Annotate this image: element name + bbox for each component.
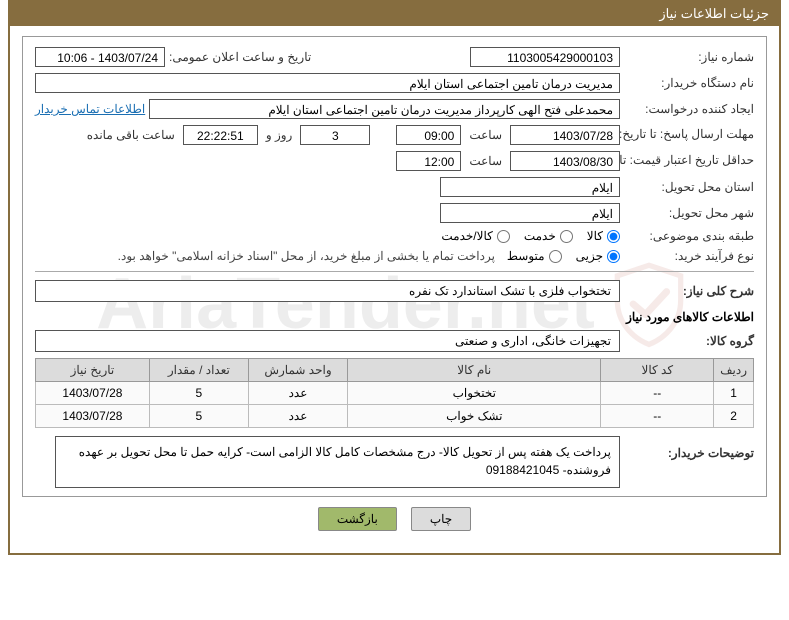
field-announce-dt: 1403/07/24 - 10:06 bbox=[35, 47, 165, 67]
table-header: واحد شمارش bbox=[248, 359, 347, 382]
table-header: تعداد / مقدار bbox=[149, 359, 248, 382]
field-countdown: 22:22:51 bbox=[183, 125, 258, 145]
table-cell: 5 bbox=[149, 405, 248, 428]
table-cell: 2 bbox=[714, 405, 754, 428]
label-time-remaining: ساعت باقی مانده bbox=[83, 128, 179, 142]
button-row: چاپ بازگشت bbox=[22, 497, 767, 543]
radio-proc-0[interactable]: جزیی bbox=[576, 249, 620, 263]
table-row: 2--تشک خوابعدد51403/07/28 bbox=[36, 405, 754, 428]
table-cell: عدد bbox=[248, 405, 347, 428]
label-topic-class: طبقه بندی موضوعی: bbox=[624, 229, 754, 243]
label-day-and: روز و bbox=[262, 128, 297, 142]
label-need-no: شماره نیاز: bbox=[624, 50, 754, 64]
link-buyer-contact[interactable]: اطلاعات تماس خریدار bbox=[35, 102, 145, 116]
table-cell: -- bbox=[601, 382, 714, 405]
main-panel: جزئیات اطلاعات نیاز شماره نیاز: 11030054… bbox=[8, 0, 781, 555]
section-title-goods: اطلاعات کالاهای مورد نیاز bbox=[35, 310, 754, 324]
table-cell: -- bbox=[601, 405, 714, 428]
table-cell: تشک خواب bbox=[348, 405, 601, 428]
field-province: ایلام bbox=[440, 177, 620, 197]
label-purchase-process: نوع فرآیند خرید: bbox=[624, 249, 754, 263]
radio-proc-1[interactable]: متوسط bbox=[507, 249, 562, 263]
label-buyer-org: نام دستگاه خریدار: bbox=[624, 76, 754, 90]
divider-1 bbox=[35, 271, 754, 272]
content-area: شماره نیاز: 1103005429000103 تاریخ و ساع… bbox=[10, 26, 779, 553]
process-note: پرداخت تمام یا بخشی از مبلغ خرید، از محل… bbox=[118, 249, 495, 263]
table-cell: 1403/07/28 bbox=[36, 382, 150, 405]
field-buyer-org: مدیریت درمان تامین اجتماعی استان ایلام bbox=[35, 73, 620, 93]
field-resp-time: 09:00 bbox=[396, 125, 461, 145]
label-city: شهر محل تحویل: bbox=[624, 206, 754, 220]
label-quote-min: حداقل تاریخ اعتبار قیمت: تا تاریخ: bbox=[624, 153, 754, 169]
field-requester: محمدعلی فتح الهی کارپرداز مدیریت درمان ت… bbox=[149, 99, 620, 119]
table-cell: عدد bbox=[248, 382, 347, 405]
table-header: نام کالا bbox=[348, 359, 601, 382]
items-table: ردیفکد کالانام کالاواحد شمارشتعداد / مقد… bbox=[35, 358, 754, 428]
table-cell: 5 bbox=[149, 382, 248, 405]
radio-topic-0[interactable]: کالا bbox=[587, 229, 620, 243]
field-quote-date: 1403/08/30 bbox=[510, 151, 620, 171]
panel-title: جزئیات اطلاعات نیاز bbox=[659, 6, 769, 21]
label-general-desc: شرح کلی نیاز: bbox=[624, 284, 754, 298]
label-resp-deadline: مهلت ارسال پاسخ: تا تاریخ: bbox=[624, 127, 754, 143]
label-announce-dt: تاریخ و ساعت اعلان عمومی: bbox=[169, 50, 311, 64]
label-province: استان محل تحویل: bbox=[624, 180, 754, 194]
details-box: شماره نیاز: 1103005429000103 تاریخ و ساع… bbox=[22, 36, 767, 497]
table-cell: 1 bbox=[714, 382, 754, 405]
panel-header: جزئیات اطلاعات نیاز bbox=[10, 2, 779, 26]
radio-topic-1[interactable]: خدمت bbox=[524, 229, 573, 243]
table-row: 1--تختخوابعدد51403/07/28 bbox=[36, 382, 754, 405]
field-days-remaining: 3 bbox=[300, 125, 370, 145]
field-quote-time: 12:00 bbox=[396, 151, 461, 171]
label-hour-2: ساعت bbox=[465, 154, 506, 168]
field-need-no: 1103005429000103 bbox=[470, 47, 620, 67]
table-header: تاریخ نیاز bbox=[36, 359, 150, 382]
label-buyer-notes: توضیحات خریدار: bbox=[624, 436, 754, 460]
radio-group-topic: کالا خدمت کالا/خدمت bbox=[441, 229, 620, 243]
table-cell: 1403/07/28 bbox=[36, 405, 150, 428]
label-hour-1: ساعت bbox=[465, 128, 506, 142]
table-header: کد کالا bbox=[601, 359, 714, 382]
back-button[interactable]: بازگشت bbox=[318, 507, 397, 531]
field-general-desc: تختخواب فلزی با تشک استاندارد تک نفره bbox=[35, 280, 620, 302]
table-header: ردیف bbox=[714, 359, 754, 382]
field-resp-date: 1403/07/28 bbox=[510, 125, 620, 145]
label-goods-group: گروه کالا: bbox=[624, 334, 754, 348]
label-requester: ایجاد کننده درخواست: bbox=[624, 102, 754, 116]
field-buyer-notes: پرداخت یک هفته پس از تحویل کالا- درج مشخ… bbox=[55, 436, 620, 488]
field-goods-group: تجهیزات خانگی، اداری و صنعتی bbox=[35, 330, 620, 352]
radio-topic-2[interactable]: کالا/خدمت bbox=[441, 229, 509, 243]
table-cell: تختخواب bbox=[348, 382, 601, 405]
field-city: ایلام bbox=[440, 203, 620, 223]
print-button[interactable]: چاپ bbox=[411, 507, 471, 531]
radio-group-process: جزیی متوسط bbox=[507, 249, 620, 263]
